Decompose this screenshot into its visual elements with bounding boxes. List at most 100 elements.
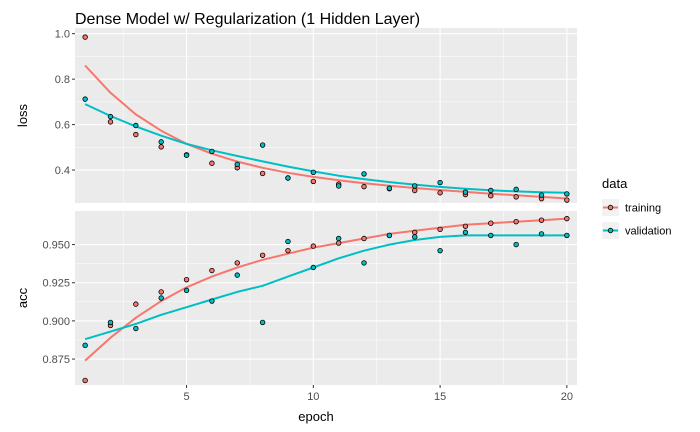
data-point-training [158,144,164,150]
data-point-validation [386,232,393,239]
data-point-training [564,197,570,203]
panel-acc: 0.875 0.900 0.925 0.950 acc [15,211,577,385]
data-point-validation [82,342,88,349]
data-point-validation [310,169,317,176]
data-point-validation [183,287,190,294]
data-point-training [462,223,469,229]
x-tick-label: 5 [183,391,189,403]
data-point-training [259,252,266,258]
data-point-validation [133,325,139,332]
data-point-validation [462,189,469,195]
data-point-training [538,217,545,223]
y-tick-label: 1.0 [55,29,70,41]
data-point-validation [386,185,393,191]
data-point-validation [488,187,494,194]
data-point-validation [412,183,418,189]
data-point-validation [310,264,317,271]
data-point-validation [285,238,291,245]
panel-background [75,28,577,203]
legend-item-training: training [602,199,661,216]
data-point-validation [361,260,367,266]
data-point-training [564,215,570,222]
y-tick-label: 0.925 [42,278,70,290]
data-point-validation [107,113,114,120]
data-point-training [513,194,519,200]
data-point-validation [437,179,443,186]
data-point-training [285,247,291,254]
data-point-validation [462,229,469,236]
data-point-validation [538,192,545,198]
smooth-line-validation [84,234,567,341]
data-point-training [488,220,494,226]
legend-key-point [607,204,614,211]
data-point-validation [412,234,418,240]
data-point-validation [564,191,570,197]
data-point-validation [361,171,367,177]
data-point-validation [538,231,545,237]
data-point-validation [564,232,570,239]
y-tick-label: 0.6 [55,120,70,132]
data-point-validation [259,319,266,326]
data-point-validation [513,186,519,193]
facet-panels: 0.4 0.6 0.8 1.0 loss 0.875 0.900 0.925 0.950 acc 5… [15,28,577,403]
data-point-training [310,178,317,185]
data-point-training [133,301,139,307]
smooth-line-training [84,217,567,362]
data-point-validation [234,161,240,168]
y-tick-label: 0.875 [42,354,70,366]
data-point-validation [209,298,215,304]
data-point-validation [82,96,88,102]
smooth-line-validation [84,103,567,194]
y-tick-label: 0.4 [55,165,70,177]
data-point-training [158,289,164,295]
legend-title: data [602,176,628,191]
data-point-validation [158,139,164,145]
data-point-training [209,267,215,274]
x-axis-title: epoch [298,409,333,424]
legend-label: training [625,203,661,215]
data-point-training [234,260,240,266]
facet-label: acc [15,287,30,308]
data-point-training [209,160,215,166]
x-tick-label: 20 [561,391,573,403]
chart-title: Dense Model w/ Regularization (1 Hidden … [75,11,420,28]
data-point-training [412,187,418,194]
data-point-validation [437,247,443,254]
facet-label: loss [15,103,30,127]
y-tick-label: 0.900 [42,316,70,328]
data-point-validation [234,272,240,278]
data-point-validation [183,152,190,158]
x-tick-label: 15 [434,391,446,403]
data-point-training [437,226,443,233]
data-point-validation [259,142,266,148]
data-point-training [82,377,88,384]
data-point-training [335,240,342,246]
y-tick-label: 0.8 [55,74,70,86]
data-point-training [412,229,418,236]
data-point-training [107,119,114,125]
data-point-training [513,218,519,225]
data-point-validation [513,241,519,248]
data-point-training [259,170,266,177]
legend-item-validation: validation [602,222,671,239]
legend: data training validation [602,176,671,239]
x-axis: 5 10 15 20 [183,385,573,403]
data-point-validation [209,148,215,155]
smooth-line-training [84,64,567,200]
data-point-training [133,131,139,138]
data-point-validation [158,295,164,301]
data-point-training [488,193,494,199]
data-point-training [82,34,88,40]
data-point-training [361,235,367,242]
data-point-training [437,190,443,196]
panel-loss: 0.4 0.6 0.8 1.0 loss [15,28,577,203]
x-tick-label: 10 [307,391,319,403]
data-point-validation [285,175,291,181]
y-tick-label: 0.950 [42,240,70,252]
legend-label: validation [625,226,671,238]
legend-key-point [607,227,614,234]
data-point-training [183,276,190,283]
data-point-validation [488,232,494,239]
data-point-training [361,183,367,190]
